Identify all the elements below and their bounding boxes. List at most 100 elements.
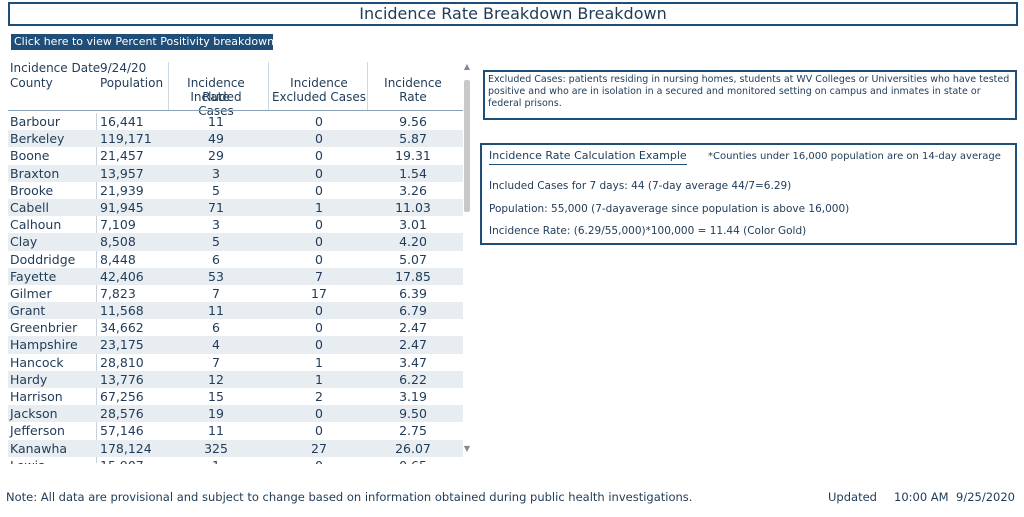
cell-county: Hampshire	[10, 337, 78, 353]
table-row[interactable]: Cabell 91,945 71 1 11.03	[8, 198, 463, 217]
header-county[interactable]: County	[10, 76, 53, 90]
table-row[interactable]: Doddridge 8,448 6 0 5.07	[8, 251, 463, 268]
updated-date: 9/25/2020	[956, 490, 1015, 504]
cell-rate: 3.01	[399, 217, 427, 233]
header-rate[interactable]: Incidence Rate	[384, 76, 442, 104]
table-row[interactable]: Hardy 13,776 12 1 6.22	[8, 370, 463, 388]
header-excluded-line1[interactable]: Incidence	[290, 76, 348, 90]
cell-included: 3	[212, 165, 220, 181]
cell-population: 67,256	[100, 389, 144, 404]
cell-excluded: 0	[315, 303, 323, 319]
cell-included: 6	[212, 320, 220, 336]
table-row[interactable]: Harrison 67,256 15 2 3.19	[8, 388, 463, 405]
cell-excluded: 0	[315, 234, 323, 250]
calculation-population: Population: 55,000 (7-dayaverage since p…	[489, 203, 850, 215]
page-title: Incidence Rate Breakdown Breakdown	[8, 2, 1018, 26]
table-row[interactable]: Fayette 42,406 53 7 17.85	[8, 267, 463, 285]
cell-excluded: 0	[315, 165, 323, 181]
cell-excluded: 0	[315, 406, 323, 422]
cell-county: Fayette	[10, 268, 57, 284]
cell-county: Grant	[10, 303, 46, 319]
cell-included: 5	[212, 182, 220, 198]
cell-included: 53	[208, 268, 224, 284]
table-row[interactable]: Gilmer 7,823 7 17 6.39	[8, 285, 463, 302]
cell-included: 19	[208, 406, 224, 422]
table-row[interactable]: Greenbrier 34,662 6 0 2.47	[8, 319, 463, 336]
cell-excluded: 0	[315, 217, 323, 233]
cell-population: 8,508	[100, 234, 136, 250]
calculation-example-box: Incidence Rate Calculation Example *Coun…	[480, 143, 1017, 245]
table-header: Incidence Date 9/24/20 County Population…	[8, 58, 463, 118]
cell-excluded: 2	[315, 389, 323, 404]
scroll-up-arrow-icon[interactable]: ▲	[463, 62, 471, 71]
cell-rate: 6.39	[399, 285, 427, 301]
cell-rate: 3.47	[399, 354, 427, 370]
column-divider	[96, 113, 97, 463]
cell-population: 7,109	[100, 217, 136, 233]
table-row[interactable]: Braxton 13,957 3 0 1.54	[8, 164, 463, 182]
cell-population: 11,568	[100, 303, 144, 319]
cell-county: Cabell	[10, 199, 49, 215]
incidence-date-label: Incidence Date	[10, 61, 101, 75]
header-included-line1[interactable]: Incidence Rate	[187, 76, 245, 104]
cell-population: 28,576	[100, 406, 144, 422]
cell-included: 325	[204, 440, 228, 456]
cell-rate: 5.87	[399, 131, 427, 147]
cell-rate: 0.65	[372, 457, 454, 464]
scroll-down-arrow-icon[interactable]: ▼	[463, 444, 471, 453]
cell-county: Doddridge	[10, 251, 76, 267]
table-row[interactable]: Hampshire 23,175 4 0 2.47	[8, 336, 463, 354]
cell-county: Lewis	[10, 457, 45, 464]
header-population[interactable]: Population	[100, 76, 164, 90]
cell-county: Calhoun	[10, 217, 62, 233]
cell-included: 11	[208, 303, 224, 319]
cell-population: 178,124	[100, 440, 152, 456]
cell-rate: 2.47	[399, 320, 427, 336]
cell-rate: 4.20	[399, 234, 427, 250]
table-row[interactable]: Brooke 21,939 5 0 3.26	[8, 182, 463, 199]
table-row[interactable]: Berkeley 119,171 49 0 5.87	[8, 130, 463, 148]
table-row[interactable]: Boone 21,457 29 0 19.31	[8, 147, 463, 164]
table-body: Barbour 16,441 11 0 9.56 Berkeley 119,171 49 0 5.…	[8, 113, 463, 464]
cell-excluded: 0	[315, 423, 323, 439]
cell-included: 7	[212, 285, 220, 301]
table-row[interactable]: Jackson 28,576 19 0 9.50	[8, 405, 463, 423]
table-row[interactable]: Clay 8,508 5 0 4.20	[8, 233, 463, 251]
header-excluded-line2[interactable]: Excluded Cases	[271, 90, 367, 104]
cell-rate: 11.03	[395, 199, 431, 215]
cell-population: 13,776	[100, 371, 144, 387]
cell-excluded: 0	[315, 148, 323, 164]
incidence-date-value: 9/24/20	[100, 61, 147, 75]
cell-included: 29	[208, 148, 224, 164]
table-row[interactable]: Jefferson 57,146 11 0 2.75	[8, 422, 463, 439]
cell-included: 4	[212, 337, 220, 353]
table-row[interactable]: Grant 11,568 11 0 6.79	[8, 302, 463, 320]
cell-excluded: 0	[315, 114, 323, 129]
cell-excluded: 7	[315, 268, 323, 284]
cell-population: 42,406	[100, 268, 144, 284]
updated-label: Updated	[828, 490, 877, 504]
cell-county: Hardy	[10, 371, 48, 387]
cell-excluded: 1	[315, 371, 323, 387]
table-scrollbar[interactable]: ▲ ▼	[463, 62, 471, 454]
table-row[interactable]: Lewis 15,907 1 0 0.65	[8, 457, 463, 464]
scroll-thumb[interactable]	[464, 80, 470, 212]
cell-excluded: 0	[315, 337, 323, 353]
cell-excluded: 0	[315, 131, 323, 147]
table-row[interactable]: Kanawha 178,124 325 27 26.07	[8, 439, 463, 457]
table-row[interactable]: Calhoun 7,109 3 0 3.01	[8, 216, 463, 233]
cell-population: 8,448	[100, 251, 136, 267]
cell-county: Brooke	[10, 182, 54, 198]
cell-rate: 1.54	[399, 165, 427, 181]
percent-positivity-button[interactable]: Click here to view Percent Positivity br…	[11, 34, 273, 50]
cell-included: 12	[208, 371, 224, 387]
cell-rate: 6.22	[399, 371, 427, 387]
table-row[interactable]: Barbour 16,441 11 0 9.56	[8, 113, 463, 130]
cell-population: 21,457	[100, 148, 144, 164]
header-included-line2[interactable]: Included Cases	[190, 90, 242, 118]
calculation-incidence-rate: Incidence Rate: (6.29/55,000)*100,000 = …	[489, 225, 807, 237]
table-row[interactable]: Hancock 28,810 7 1 3.47	[8, 354, 463, 371]
cell-county: Braxton	[10, 165, 60, 181]
cell-county: Harrison	[10, 389, 63, 404]
excluded-cases-text: Excluded Cases: patients residing in nur…	[488, 74, 1010, 109]
